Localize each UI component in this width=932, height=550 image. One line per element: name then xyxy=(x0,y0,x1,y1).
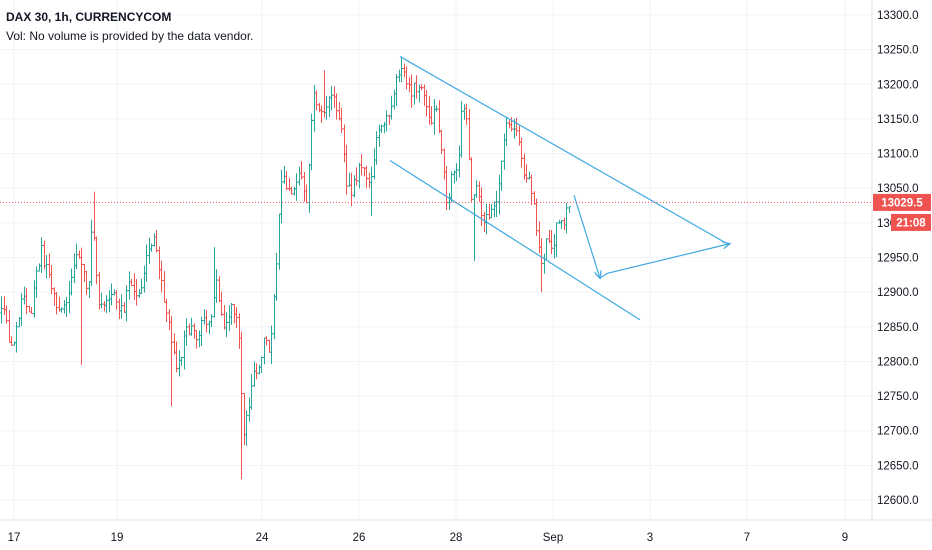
channel-upper-line xyxy=(399,56,728,245)
y-tick-label: 12850.0 xyxy=(877,322,919,334)
axes xyxy=(0,0,932,521)
x-tick-label: 7 xyxy=(744,532,750,544)
y-tick-label: 13200.0 xyxy=(877,79,919,91)
y-tick-label: 12750.0 xyxy=(877,391,919,403)
x-tick-label: 17 xyxy=(8,532,21,544)
x-tick-label: 3 xyxy=(647,532,653,544)
countdown-badge: 21:08 xyxy=(891,213,931,231)
x-tick-label: 26 xyxy=(353,532,366,544)
last-price-badge: 13029.5 xyxy=(873,193,931,211)
chart-legend: DAX 30, 1h, CURRENCYCOM Vol: No volume i… xyxy=(6,8,253,46)
y-tick-label: 12650.0 xyxy=(877,460,919,472)
x-tick-label: 9 xyxy=(842,532,848,544)
y-tick-label: 13050.0 xyxy=(877,183,919,195)
x-tick-label: 24 xyxy=(256,532,269,544)
trend-drawings xyxy=(389,56,732,321)
x-tick-label: Sep xyxy=(543,532,563,544)
projection-path xyxy=(573,194,731,280)
x-tick-label: 19 xyxy=(111,532,124,544)
chart-title: DAX 30, 1h, CURRENCYCOM xyxy=(6,10,172,24)
x-tick-label: 28 xyxy=(450,532,463,544)
y-tick-label: 13300.0 xyxy=(877,10,919,22)
countdown-label: 21:08 xyxy=(896,217,926,229)
channel-lower-line xyxy=(389,159,641,321)
y-tick-label: 12600.0 xyxy=(877,495,919,507)
y-tick-label: 13100.0 xyxy=(877,149,919,161)
y-tick-label: 12900.0 xyxy=(877,287,919,299)
candles xyxy=(0,56,572,480)
arrowhead-down xyxy=(594,270,602,280)
y-tick-label: 12700.0 xyxy=(877,426,919,438)
y-axis-ticks: 12600.0 12650.0 12700.0 12750.0 12800.0 12850… xyxy=(877,10,919,507)
y-tick-label: 13250.0 xyxy=(877,45,919,57)
x-axis-ticks: 17 19 24 26 28 Sep 3 7 9 xyxy=(8,532,849,544)
volume-note: Vol: No volume is provided by the data v… xyxy=(6,29,254,43)
grid-lines xyxy=(0,0,872,520)
y-tick-label: 12800.0 xyxy=(877,356,919,368)
y-tick-label: 12950.0 xyxy=(877,253,919,265)
y-tick-label: 13150.0 xyxy=(877,114,919,126)
last-price-label: 13029.5 xyxy=(881,197,923,209)
arrowhead-right xyxy=(722,241,732,250)
